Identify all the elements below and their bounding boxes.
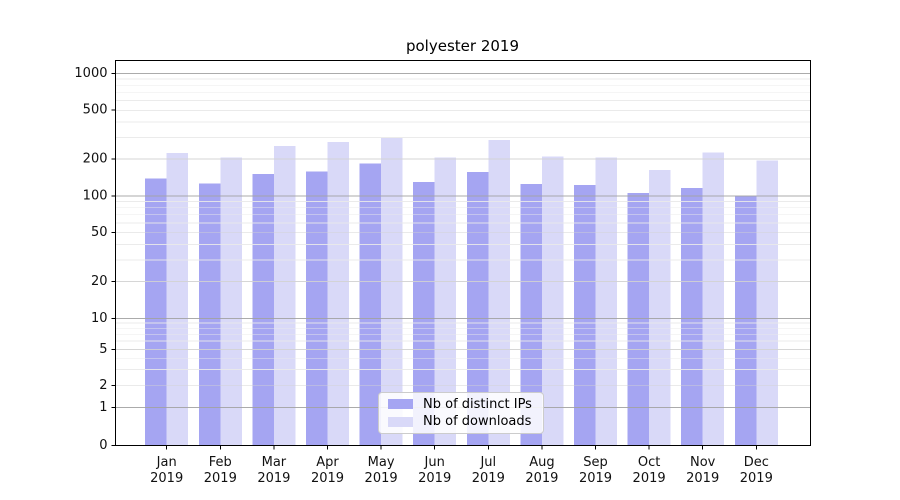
bar-downloads-nov bbox=[702, 152, 725, 446]
x-tick-year-jul: 2019 bbox=[472, 471, 505, 486]
x-tick-year-nov: 2019 bbox=[686, 471, 719, 486]
bar-distinct-ips-dec bbox=[734, 195, 757, 446]
y-tick-label-0: 0 bbox=[99, 438, 107, 453]
y-tick-label-5: 5 bbox=[99, 342, 107, 357]
chart-title: polyester 2019 bbox=[405, 37, 519, 55]
y-tick-label-200: 200 bbox=[83, 151, 108, 166]
y-tick-label-1: 1 bbox=[99, 400, 107, 415]
bar-distinct-ips-apr bbox=[306, 171, 328, 446]
x-tick-label-jan: Jan bbox=[156, 455, 177, 470]
x-tick-label-apr: Apr bbox=[316, 455, 339, 470]
x-tick-label-aug: Aug bbox=[529, 455, 554, 470]
plot-frame bbox=[115, 60, 811, 446]
x-tick-year-apr: 2019 bbox=[311, 471, 344, 486]
x-tick-year-may: 2019 bbox=[365, 471, 398, 486]
y-tick-label-20: 20 bbox=[91, 274, 108, 289]
bar-distinct-ips-sep bbox=[574, 185, 596, 446]
bar-downloads-sep bbox=[595, 157, 617, 446]
y-tick-label-100: 100 bbox=[83, 188, 108, 203]
legend-label-downloads: Nb of downloads bbox=[423, 414, 532, 430]
legend: Nb of distinct IPs Nb of downloads bbox=[378, 392, 544, 434]
y-tick-label-50: 50 bbox=[91, 225, 108, 240]
legend-swatch-downloads bbox=[388, 416, 413, 427]
x-tick-label-feb: Feb bbox=[209, 455, 232, 470]
y-tick-label-1000: 1000 bbox=[74, 66, 107, 81]
bar-distinct-ips-mar bbox=[252, 174, 274, 446]
bar-downloads-apr bbox=[327, 142, 349, 446]
legend-item-downloads: Nb of downloads bbox=[379, 413, 543, 430]
x-tick-year-sep: 2019 bbox=[579, 471, 612, 486]
x-tick-year-aug: 2019 bbox=[525, 471, 558, 486]
x-tick-year-jan: 2019 bbox=[150, 471, 183, 486]
bar-downloads-mar bbox=[273, 146, 296, 446]
x-tick-label-sep: Sep bbox=[583, 455, 608, 470]
x-tick-year-feb: 2019 bbox=[204, 471, 237, 486]
legend-swatch-distinct-ips bbox=[388, 399, 413, 410]
x-tick-label-oct: Oct bbox=[638, 455, 660, 470]
x-tick-label-nov: Nov bbox=[690, 455, 716, 470]
bar-downloads-dec bbox=[756, 160, 778, 446]
bar-distinct-ips-oct bbox=[627, 193, 650, 446]
x-tick-year-mar: 2019 bbox=[257, 471, 290, 486]
y-tick-label-500: 500 bbox=[83, 103, 108, 118]
legend-item-distinct-ips: Nb of distinct IPs bbox=[379, 396, 543, 413]
bar-downloads-jul bbox=[488, 140, 510, 446]
bar-distinct-ips-jun bbox=[413, 181, 435, 446]
bar-downloads-feb bbox=[220, 157, 242, 446]
bar-distinct-ips-feb bbox=[198, 183, 221, 446]
bar-downloads-jan bbox=[166, 152, 189, 446]
x-tick-year-oct: 2019 bbox=[633, 471, 666, 486]
x-tick-label-dec: Dec bbox=[744, 455, 769, 470]
bar-downloads-aug bbox=[541, 156, 564, 446]
x-tick-label-may: May bbox=[368, 455, 395, 470]
x-tick-year-dec: 2019 bbox=[740, 471, 773, 486]
x-tick-label-jun: Jun bbox=[424, 455, 445, 470]
bar-downloads-oct bbox=[649, 169, 671, 446]
bar-distinct-ips-may bbox=[359, 163, 382, 446]
bar-distinct-ips-aug bbox=[520, 183, 542, 446]
x-tick-year-jun: 2019 bbox=[418, 471, 451, 486]
x-tick-label-mar: Mar bbox=[262, 455, 287, 470]
legend-label-distinct-ips: Nb of distinct IPs bbox=[423, 396, 532, 412]
bar-downloads-jun bbox=[434, 157, 457, 446]
y-tick-label-10: 10 bbox=[91, 311, 108, 326]
y-tick-label-2: 2 bbox=[99, 378, 107, 393]
bar-distinct-ips-jan bbox=[145, 178, 167, 446]
bar-distinct-ips-nov bbox=[681, 187, 703, 446]
bar-distinct-ips-jul bbox=[466, 171, 489, 446]
x-tick-label-jul: Jul bbox=[479, 455, 496, 470]
